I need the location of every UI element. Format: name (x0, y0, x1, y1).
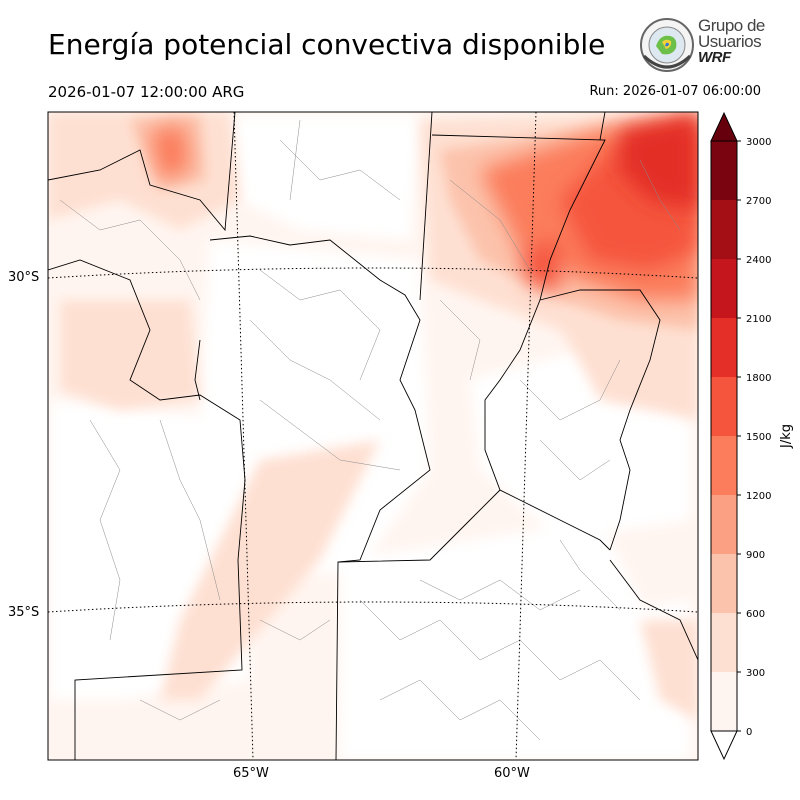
colorbar: 0 300 600 900 1200 1500 1800 2100 2400 2700 3000 J/… (710, 111, 794, 761)
colorbar-tick-label: 900 (746, 550, 765, 561)
province-borders (48, 112, 698, 760)
colorbar-bin-2 (711, 554, 737, 613)
colorbar-tick-label: 2100 (746, 314, 771, 325)
map-title: Energía potencial convectiva disponible (48, 28, 606, 61)
logo-line-2: Usuarios (698, 32, 762, 51)
colorbar-bin-1 (711, 613, 737, 672)
colorbar-bin-3 (711, 495, 737, 554)
parallel-35s (48, 601, 698, 613)
colorbar-unit-label: J/kg (779, 424, 794, 449)
lat-label-35s: 35°S (8, 605, 40, 620)
colorbar-tick-label: 0 (746, 727, 752, 738)
colorbar-bin-5 (711, 377, 737, 436)
map-field (48, 112, 698, 760)
colorbar-tick-label: 1200 (746, 491, 771, 502)
colorbar-tick-label: 300 (746, 668, 765, 679)
lon-label-65w: 65°W (233, 766, 269, 781)
meridian-65w (233, 112, 254, 760)
colorbar-tick-label: 3000 (746, 137, 771, 148)
logo-line-1: Grupo de (698, 16, 765, 35)
department-borders (59, 119, 681, 741)
lat-label-30s: 30°S (8, 270, 40, 285)
wrf-logo: Grupo de Usuarios WRF (638, 16, 768, 74)
colorbar-bin-4 (711, 436, 737, 495)
colorbar-tick-label: 600 (746, 609, 765, 620)
colorbar-extend-low (710, 730, 738, 761)
colorbar-tick-label: 1800 (746, 373, 771, 384)
graticule (48, 112, 698, 760)
colorbar-bin-8 (711, 200, 737, 259)
colorbar-extend-high (710, 111, 738, 142)
cape-2100-areas (620, 115, 698, 210)
colorbar-bin-7 (711, 259, 737, 318)
colorbar-tick-label: 1500 (746, 432, 771, 443)
colorbar-tick-label: 2400 (746, 255, 771, 266)
colorbar-bin-9 (711, 141, 737, 200)
valid-time: 2026-01-07 12:00:00 ARG (48, 83, 245, 101)
parallel-30s (48, 267, 698, 279)
lon-label-60w: 60°W (494, 766, 530, 781)
colorbar-bin-0 (711, 672, 737, 731)
run-time: Run: 2026-01-07 06:00:00 (589, 84, 761, 99)
colorbar-tick-label: 2700 (746, 196, 771, 207)
wrf-emblem-icon (640, 18, 694, 72)
meridian-60w (515, 112, 537, 760)
logo-line-3: WRF (698, 49, 731, 66)
logo-wordmark: Grupo de Usuarios WRF (698, 16, 765, 66)
colorbar-bin-6 (711, 318, 737, 377)
map-frame (47, 111, 699, 761)
